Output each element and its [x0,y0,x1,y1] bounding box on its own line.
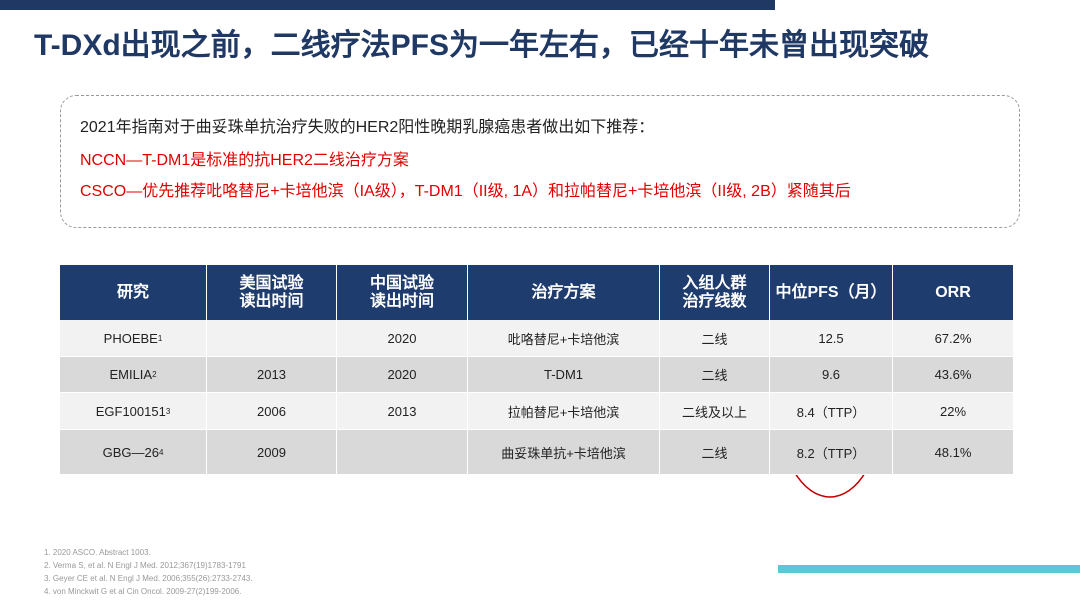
table-cell: 43.6% [893,357,1014,393]
header-text: 中位PFS（月） [775,283,887,301]
note-box [60,95,1020,228]
table-cell: 8.2（TTP） [770,430,893,475]
table-cell: GBG—26 4 [60,430,207,475]
table-cell: EGF100151 3 [60,393,207,430]
header-cell: 研究 [60,265,207,320]
table-cell: 2009 [207,430,337,475]
table-cell: 22% [893,393,1014,430]
top-bar [0,0,775,10]
table-cell: 2020 [337,320,468,357]
table-cell [337,430,468,475]
study-name: PHOEBE [103,330,158,346]
table-cell: 2013 [207,357,337,393]
table-cell: 9.6 [770,357,893,393]
title: T-DXd出现之前，二线疗法PFS为一年左右，已经十年未曾出现突破 [34,29,930,62]
accent-bar [778,565,1080,573]
table-cell: 12.5 [770,320,893,357]
table-cell: 曲妥珠单抗+卡培他滨 [468,430,660,475]
table-cell: 二线及以上 [660,393,770,430]
header-text: 中国试验读出时间 [370,274,435,310]
table-cell: PHOEBE 1 [60,320,207,357]
reference-number: 4 [158,447,164,457]
header-cell: 中位PFS（月） [770,265,893,320]
footnote: 3. Geyer CE et al. N Engl J Med. 2006;35… [44,574,253,583]
study-name: EGF100151 [95,403,166,419]
table-cell: 二线 [660,320,770,357]
header-cell: 中国试验读出时间 [337,265,468,320]
table-cell: EMILIA 2 [60,357,207,393]
note-line: CSCO—优先推荐吡咯替尼+卡培他滨（IA级），T-DM1（II级, 1A）和拉… [80,183,851,200]
table-cell: 48.1% [893,430,1014,475]
table-cell: 67.2% [893,320,1014,357]
table-cell: 2020 [337,357,468,393]
table-cell: 2013 [337,393,468,430]
header-text: ORR [935,283,971,301]
table-cell: 8.4（TTP） [770,393,893,430]
table-cell: 2006 [207,393,337,430]
footnote: 2. Verma S, et al. N Engl J Med. 2012;36… [44,561,246,570]
reference-number: 1 [157,333,163,343]
table-cell: 拉帕替尼+卡培他滨 [468,393,660,430]
header-text: 研究 [116,283,149,301]
table-cell: 吡咯替尼+卡培他滨 [468,320,660,357]
header-text: 美国试验读出时间 [239,274,304,310]
note-line: 2021年指南对于曲妥珠单抗治疗失败的HER2阳性晚期乳腺癌患者做出如下推荐： [80,119,655,136]
footnote: 4. von Minckwit G et al Cin Oncol. 2009-… [44,587,242,596]
header-cell: 治疗方案 [468,265,660,320]
header-cell: ORR [893,265,1014,320]
table-cell: 二线 [660,357,770,393]
table-cell [207,320,337,357]
note-line: NCCN—T-DM1是标准的抗HER2二线治疗方案 [80,152,409,169]
table-cell: T-DM1 [468,357,660,393]
header-cell: 美国试验读出时间 [207,265,337,320]
footnote: 1. 2020 ASCO. Abstract 1003. [44,548,151,557]
study-name: EMILIA [109,367,153,382]
reference-number: 2 [152,370,157,379]
study-name: GBG—26 [102,444,159,460]
header-cell: 入组人群治疗线数 [660,265,770,320]
reference-number: 3 [165,406,171,416]
header-text: 入组人群治疗线数 [682,274,747,310]
table-cell: 二线 [660,430,770,475]
header-text: 治疗方案 [531,283,596,301]
